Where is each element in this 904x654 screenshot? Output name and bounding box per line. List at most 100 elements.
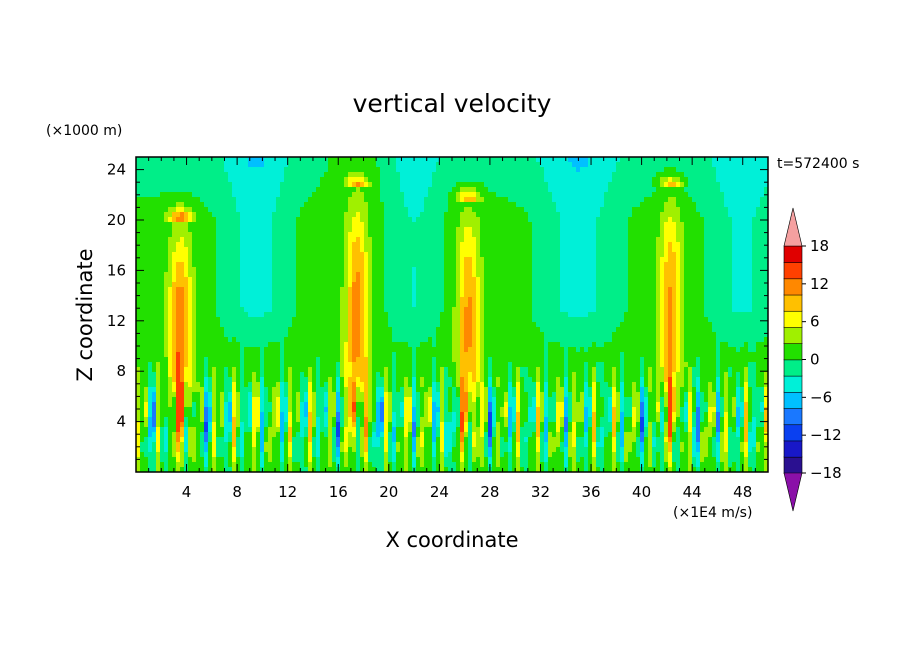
field-cell [672,242,677,248]
field-cell [728,167,733,173]
field-cell [740,307,745,313]
field-cell [616,202,621,208]
field-cell [312,242,317,248]
field-cell [632,172,637,178]
field-cell [460,187,465,193]
field-cell [696,297,701,303]
field-cell [400,272,405,278]
field-cell [568,267,573,273]
field-cell [344,312,349,318]
field-cell [316,157,321,163]
field-cell [656,222,661,228]
field-cell [540,222,545,228]
field-cell [748,287,753,293]
field-cell [484,282,489,288]
field-cell [168,232,173,238]
field-cell [688,187,693,193]
field-cell [744,277,749,283]
field-cell [640,287,645,293]
field-cell [212,297,217,303]
field-cell [456,282,461,288]
field-cell [592,252,597,258]
field-cell [176,247,181,253]
field-cell [288,217,293,223]
field-cell [648,212,653,218]
field-cell [208,192,213,198]
field-cell [628,282,633,288]
field-cell [684,197,689,203]
field-cell [312,252,317,258]
field-cell [516,282,521,288]
field-cell [564,172,569,178]
field-cell [556,212,561,218]
field-cell [592,172,597,178]
field-cell [376,187,381,193]
field-cell [172,232,177,238]
field-cell [636,197,641,203]
field-cell [696,217,701,223]
field-cell [756,167,761,173]
field-cell [412,222,417,228]
field-cell [428,182,433,188]
field-cell [640,172,645,178]
field-cell [452,202,457,208]
field-cell [676,242,681,248]
field-cell [648,157,653,163]
field-cell [396,307,401,313]
field-cell [752,177,757,183]
field-cell [464,287,469,293]
field-cell [236,207,241,213]
field-cell [136,202,141,208]
field-cell [328,202,333,208]
field-cell [620,217,625,223]
field-cell [672,227,677,233]
field-cell [756,257,761,263]
field-cell [424,202,429,208]
field-cell [284,242,289,248]
field-cell [536,197,541,203]
field-cell [324,247,329,253]
field-cell [220,182,225,188]
field-cell [500,172,505,178]
field-cell [728,182,733,188]
field-cell [284,222,289,228]
field-cell [516,172,521,178]
field-cell [516,182,521,188]
field-cell [520,267,525,273]
field-cell [180,287,185,293]
field-cell [352,277,357,283]
field-cell [220,217,225,223]
field-cell [704,162,709,168]
field-cell [152,202,157,208]
field-cell [216,177,221,183]
field-cell [628,217,633,223]
field-cell [540,167,545,173]
field-cell [704,167,709,173]
field-cell [320,262,325,268]
field-cell [608,262,613,268]
field-cell [592,217,597,223]
field-cell [704,297,709,303]
field-cell [368,202,373,208]
field-cell [688,252,693,258]
field-cell [708,242,713,248]
field-cell [676,277,681,283]
field-cell [488,237,493,243]
field-cell [688,302,693,308]
field-cell [592,287,597,293]
field-cell [204,302,209,308]
field-cell [692,297,697,303]
field-cell [224,297,229,303]
field-cell [428,272,433,278]
field-cell [464,302,469,308]
field-cell [384,252,389,258]
field-cell [164,227,169,233]
field-cell [244,182,249,188]
field-cell [640,157,645,163]
field-cell [516,307,521,313]
field-cell [440,207,445,213]
field-cell [736,172,741,178]
field-cell [232,242,237,248]
field-cell [152,217,157,223]
field-cell [608,287,613,293]
